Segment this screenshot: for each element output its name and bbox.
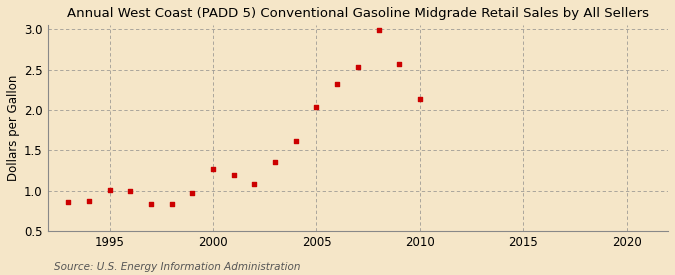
Point	[352, 65, 363, 69]
Point	[414, 97, 425, 101]
Text: Source: U.S. Energy Information Administration: Source: U.S. Energy Information Administ…	[54, 262, 300, 272]
Point	[125, 188, 136, 193]
Point	[373, 28, 384, 32]
Point	[331, 82, 342, 86]
Point	[249, 182, 260, 186]
Title: Annual West Coast (PADD 5) Conventional Gasoline Midgrade Retail Sales by All Se: Annual West Coast (PADD 5) Conventional …	[67, 7, 649, 20]
Point	[146, 202, 157, 206]
Point	[208, 166, 219, 171]
Point	[166, 202, 177, 206]
Point	[228, 172, 239, 177]
Point	[311, 104, 322, 109]
Point	[187, 191, 198, 195]
Point	[270, 160, 281, 164]
Point	[104, 188, 115, 193]
Y-axis label: Dollars per Gallon: Dollars per Gallon	[7, 75, 20, 181]
Point	[63, 200, 74, 204]
Point	[290, 138, 301, 143]
Point	[394, 62, 404, 66]
Point	[84, 199, 95, 203]
